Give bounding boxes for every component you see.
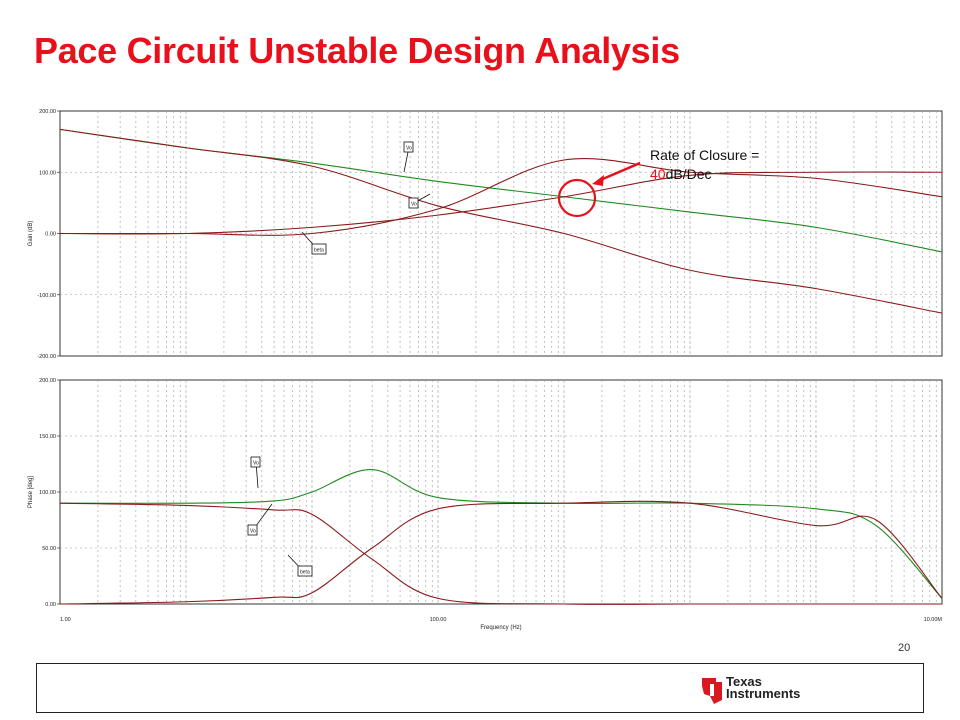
series-line-0-2: [59, 171, 943, 235]
trace-label-box: [403, 141, 414, 153]
annotation-overlay: [557, 161, 641, 218]
annotation-arrow: [597, 161, 641, 183]
annotation-arrowhead: [592, 175, 604, 186]
trace-label: Vo: [406, 146, 412, 152]
y-tick-label: 0.00: [45, 232, 56, 238]
series-line-0-3: [59, 128, 943, 314]
texas-instruments-logo-icon: [702, 678, 722, 704]
annotation-line1: Rate of Closure =: [650, 147, 760, 163]
y-tick-label: -100.00: [37, 293, 56, 299]
y-axis-label: Gain (dB): [28, 221, 34, 247]
trace-label-box: [408, 197, 419, 209]
trace-label: Vo: [250, 529, 256, 535]
rate-unit: dB/Dec: [665, 166, 712, 182]
x-tick-label: 1.00: [60, 617, 71, 623]
x-tick-label: 10.00M: [924, 617, 943, 623]
trace-label: beta: [314, 248, 324, 254]
page-number: 20: [898, 642, 911, 654]
y-tick-label: 50.00: [42, 546, 56, 552]
trace-label: beta: [300, 570, 310, 576]
trace-label-box: [247, 524, 258, 536]
rate-value: 40: [650, 166, 666, 182]
closure-point-circle: [557, 178, 597, 218]
series-line-1-0: [59, 469, 943, 599]
slide-title: Pace Circuit Unstable Design Analysis: [34, 30, 680, 71]
y-tick-label: 100.00: [39, 490, 56, 496]
gain-plot: 200.00 100.00 0.00 -100.00 -200.00 Gain (dB) V…: [28, 109, 943, 360]
series-line-1-2: [59, 500, 943, 605]
series-line-1-1: [59, 502, 942, 605]
y-tick-label: 200.00: [39, 378, 56, 384]
trace-label: Vo: [411, 202, 417, 208]
y-axis-label: Phase [deg]: [28, 476, 34, 508]
footer-box: [36, 663, 924, 713]
x-axis-label: Frequency (Hz): [480, 625, 521, 631]
trace-label: Vo: [253, 461, 259, 467]
trace-label-box: [311, 243, 327, 255]
ti-wordmark: Texas Instruments: [726, 674, 801, 701]
logo-line2: Instruments: [726, 686, 801, 701]
y-tick-label: 0.00: [45, 602, 56, 608]
annotation-line2: 40dB/Dec: [650, 165, 759, 184]
y-tick-label: -200.00: [37, 354, 56, 360]
phase-plot: 200.00 150.00 100.00 50.00 0.00 Phase [deg] 1.…: [28, 378, 943, 631]
y-tick-label: 150.00: [39, 434, 56, 440]
x-tick-label: 100.00: [430, 617, 447, 623]
y-tick-label: 200.00: [39, 109, 56, 115]
rate-of-closure-annotation: Rate of Closure = 40dB/Dec: [650, 146, 759, 184]
trace-label-box: [250, 456, 261, 468]
logo-line1: Texas: [726, 674, 762, 689]
y-tick-label: 100.00: [39, 170, 56, 176]
trace-label-box: [297, 565, 313, 577]
